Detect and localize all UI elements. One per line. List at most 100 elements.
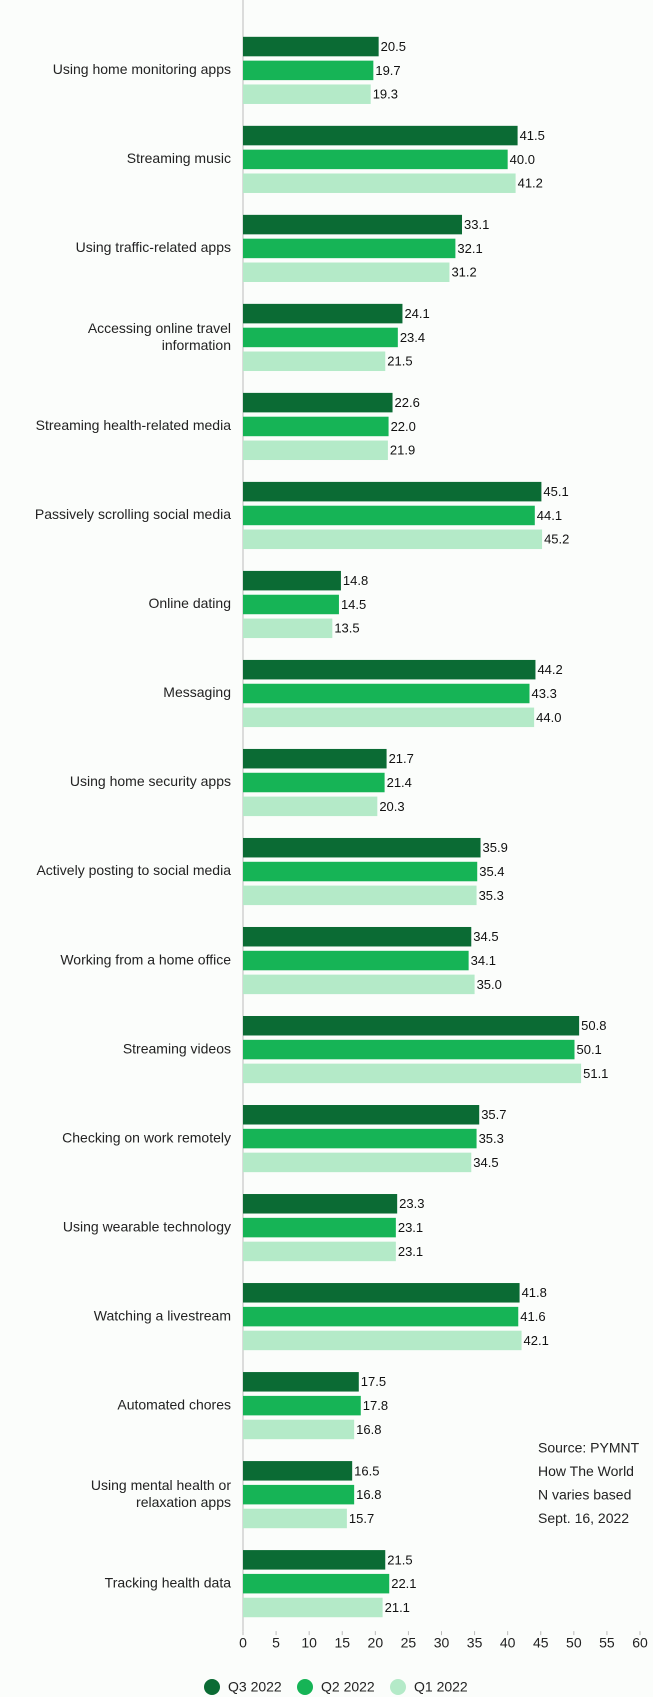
value-label: 32.1: [457, 241, 482, 256]
bar: [243, 797, 377, 816]
value-label: 35.3: [479, 888, 504, 903]
value-label: 41.6: [520, 1309, 545, 1324]
bar: [243, 173, 516, 192]
legend-swatch: [204, 1679, 220, 1695]
value-label: 21.5: [387, 354, 412, 369]
category-label: Streaming health-related media: [36, 417, 232, 433]
bar: [243, 927, 471, 946]
bar: [243, 1550, 385, 1569]
bar: [243, 328, 398, 347]
value-label: 50.8: [581, 1018, 606, 1033]
bar: [243, 61, 373, 80]
bar: [243, 239, 455, 258]
value-label: 17.5: [361, 1374, 386, 1389]
value-label: 21.1: [385, 1600, 410, 1615]
bar: [243, 1016, 579, 1035]
x-tick-label: 40: [500, 1635, 516, 1651]
value-label: 19.7: [375, 63, 400, 78]
category-label: Working from a home office: [60, 951, 231, 967]
source-note: How The World: [538, 1463, 634, 1479]
bar: [243, 684, 530, 703]
bar: [243, 838, 481, 857]
bar: [243, 1574, 389, 1593]
bar: [243, 1153, 471, 1172]
value-label: 21.4: [387, 775, 412, 790]
x-tick-label: 50: [566, 1635, 582, 1651]
category-label: Using home monitoring apps: [53, 61, 231, 77]
value-label: 41.8: [522, 1285, 547, 1300]
value-label: 13.5: [334, 621, 359, 636]
category-label: Using traffic-related apps: [76, 239, 231, 255]
category-label: Tracking health data: [105, 1574, 232, 1590]
category-label: Streaming music: [127, 150, 231, 166]
value-label: 16.8: [356, 1487, 381, 1502]
value-label: 34.5: [473, 1155, 498, 1170]
value-label: 23.4: [400, 330, 425, 345]
bar: [243, 304, 402, 323]
bar: [243, 1283, 520, 1302]
value-label: 23.1: [398, 1244, 423, 1259]
value-label: 16.8: [356, 1422, 381, 1437]
bar: [243, 951, 469, 970]
value-label: 35.0: [477, 977, 502, 992]
x-tick-label: 30: [434, 1635, 450, 1651]
bar: [243, 393, 393, 412]
bar: [243, 150, 508, 169]
x-tick-label: 10: [301, 1635, 317, 1651]
category-label: Automated chores: [117, 1396, 231, 1412]
value-label: 44.1: [537, 508, 562, 523]
category-label: Online dating: [148, 595, 231, 611]
bar: [243, 417, 389, 436]
value-label: 50.1: [576, 1042, 601, 1057]
x-tick-label: 0: [239, 1635, 247, 1651]
bar: [243, 215, 462, 234]
value-label: 22.0: [391, 419, 416, 434]
value-label: 20.5: [381, 39, 406, 54]
bar: [243, 619, 332, 638]
x-tick-label: 60: [632, 1635, 648, 1651]
category-label: Messaging: [163, 684, 231, 700]
bar: [243, 352, 385, 371]
value-label: 34.5: [473, 929, 498, 944]
category-label: Actively posting to social media: [36, 862, 231, 878]
bar: [243, 1194, 397, 1213]
bar: [243, 660, 535, 679]
value-label: 41.5: [520, 128, 545, 143]
bar: [243, 1396, 361, 1415]
value-label: 23.3: [399, 1196, 424, 1211]
bar: [243, 262, 449, 281]
source-note: N varies based: [538, 1487, 631, 1503]
category-label: Passively scrolling social media: [35, 506, 231, 522]
bar: [243, 1461, 352, 1480]
legend-label: Q3 2022: [228, 1679, 282, 1695]
bar: [243, 1129, 477, 1148]
value-label: 35.9: [483, 840, 508, 855]
bar: [243, 1372, 359, 1391]
bar: [243, 1307, 518, 1326]
x-tick-label: 25: [401, 1635, 417, 1651]
bar: [243, 1105, 479, 1124]
bar: [243, 1242, 396, 1261]
value-label: 17.8: [363, 1398, 388, 1413]
value-label: 15.7: [349, 1511, 374, 1526]
legend-swatch: [297, 1679, 313, 1695]
bar: [243, 595, 339, 614]
x-tick-label: 15: [334, 1635, 350, 1651]
legend-swatch: [390, 1679, 406, 1695]
category-label: Streaming videos: [123, 1040, 231, 1056]
legend-label: Q2 2022: [321, 1679, 375, 1695]
bar: [243, 749, 387, 768]
chart: 051015202530354045505560Using home monit…: [0, 0, 653, 1697]
value-label: 14.5: [341, 597, 366, 612]
bar: [243, 1218, 396, 1237]
bar: [243, 1509, 347, 1528]
x-tick-label: 45: [533, 1635, 549, 1651]
x-tick-label: 20: [368, 1635, 384, 1651]
x-tick-label: 5: [272, 1635, 280, 1651]
x-tick-label: 35: [467, 1635, 483, 1651]
bar: [243, 1598, 383, 1617]
value-label: 22.1: [391, 1576, 416, 1591]
value-label: 19.3: [373, 87, 398, 102]
